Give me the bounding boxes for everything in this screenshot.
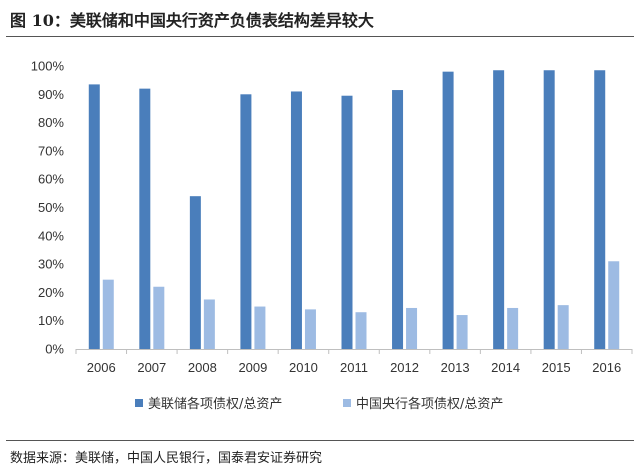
x-tick-label: 2007 xyxy=(137,360,166,375)
bar-fed-2014 xyxy=(493,70,505,350)
x-axis-tick-labels: 2006 2007 2008 2009 2010 2011 2012 2013 2014 2015… xyxy=(75,349,633,375)
y-tick-label: 30% xyxy=(38,257,64,272)
bar-fed-2015 xyxy=(543,70,555,350)
bar-fed-2007 xyxy=(139,88,151,349)
bar-pboc-2013 xyxy=(456,315,468,349)
bar-pboc-2011 xyxy=(355,312,367,349)
bar-fed-2016 xyxy=(594,70,606,350)
x-tick-label: 2010 xyxy=(289,360,318,375)
title-rule xyxy=(6,36,634,37)
y-tick-label: 10% xyxy=(38,313,64,328)
x-tick-label: 2011 xyxy=(340,360,368,375)
source-rule xyxy=(6,440,634,441)
bar-fed-2013 xyxy=(442,71,454,349)
bar-pboc-2015 xyxy=(557,305,569,349)
data-source-note: 数据来源：美联储，中国人民银行，国泰君安证券研究 xyxy=(10,451,323,466)
x-tick-label: 2008 xyxy=(188,360,217,375)
bar-pboc-2009 xyxy=(254,306,266,349)
bar-chart: 0%10%20%30%40%50%60%70%80%90%100% 2006 20… xyxy=(31,59,633,412)
x-tick-label: 2013 xyxy=(441,360,470,375)
x-tick-label: 2016 xyxy=(592,360,621,375)
x-tick-label: 2009 xyxy=(238,360,267,375)
bar-pboc-2006 xyxy=(102,279,114,349)
y-tick-label: 70% xyxy=(38,143,64,158)
bar-fed-2011 xyxy=(341,95,353,349)
legend-swatch-fed xyxy=(135,399,143,407)
bar-fed-2009 xyxy=(240,94,252,349)
bar-pboc-2014 xyxy=(507,307,519,349)
legend-swatch-pboc xyxy=(343,399,351,407)
bar-pboc-2008 xyxy=(203,299,215,349)
legend: 美联储各项债权/总资产 中国央行各项债权/总资产 xyxy=(135,396,503,412)
y-tick-label: 40% xyxy=(38,228,64,243)
bar-fed-2008 xyxy=(189,196,201,349)
y-tick-label: 60% xyxy=(38,172,64,187)
bar-pboc-2012 xyxy=(406,307,418,349)
x-tick-label: 2015 xyxy=(542,360,571,375)
bar-pboc-2016 xyxy=(608,261,620,349)
bar-fed-2006 xyxy=(88,84,100,350)
x-tick-label: 2006 xyxy=(87,360,116,375)
y-axis-tick-labels: 0% 10% 20% 30% 40% 50% 60% 70% 80% 90% 100% xyxy=(31,59,65,357)
bar-pboc-2007 xyxy=(153,286,165,349)
y-tick-label: 20% xyxy=(38,285,64,300)
y-tick-label: 0% xyxy=(45,342,64,357)
y-tick-label: 100% xyxy=(31,59,65,74)
bar-pboc-2010 xyxy=(304,309,316,349)
bar-series xyxy=(88,70,620,350)
y-tick-label: 50% xyxy=(38,200,64,215)
x-tick-label: 2012 xyxy=(390,360,419,375)
x-tick-label: 2014 xyxy=(491,360,520,375)
bar-fed-2012 xyxy=(392,90,404,350)
y-tick-label: 90% xyxy=(38,87,64,102)
figure-title: 图 10：美联储和中国央行资产负债表结构差异较大 xyxy=(10,11,374,30)
y-tick-label: 80% xyxy=(38,115,64,130)
bar-fed-2010 xyxy=(290,91,302,349)
legend-label-fed: 美联储各项债权/总资产 xyxy=(148,396,282,412)
legend-label-pboc: 中国央行各项债权/总资产 xyxy=(356,396,503,412)
